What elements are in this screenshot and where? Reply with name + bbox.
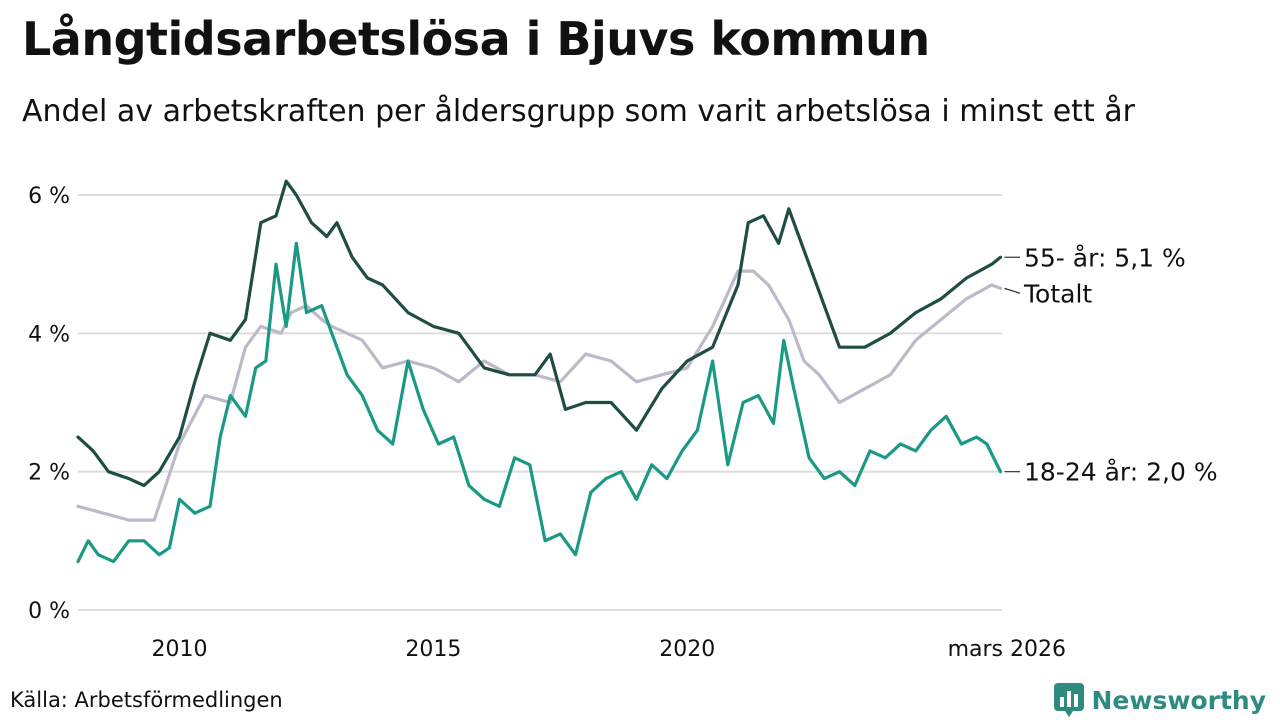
series-line-totalt — [76, 269, 1003, 522]
end-labels: 55- år: 5,1 % Totalt 18-24 år: 2,0 % — [1004, 243, 1218, 487]
series-line-55-r — [76, 179, 1003, 488]
end-label-totalt: Totalt — [1023, 279, 1092, 308]
y-axis-ticks: 0 % 2 % 4 % 6 % — [28, 184, 70, 624]
y-tick-label: 0 % — [28, 599, 70, 624]
series-line-18-24-r — [76, 241, 1003, 564]
y-tick-label: 2 % — [28, 461, 70, 486]
chart-title: Långtidsarbetslösa i Bjuvs kommun — [22, 12, 930, 66]
gridlines — [78, 194, 1002, 611]
brand-name: Newsworthy — [1091, 685, 1267, 715]
newsworthy-logo[interactable]: Newsworthy — [1053, 682, 1267, 718]
bar-chart-icon — [1053, 683, 1084, 717]
y-tick-label: 6 % — [28, 184, 70, 209]
source-note: Källa: Arbetsförmedlingen — [10, 688, 283, 712]
x-tick-label: mars 2026 — [948, 637, 1066, 662]
x-axis-ticks: 2010 2015 2020 mars 2026 — [152, 637, 1066, 662]
chart-subtitle: Andel av arbetskraften per åldersgrupp s… — [22, 94, 1135, 129]
x-tick-label: 2015 — [405, 637, 461, 662]
end-label-55-r: 55- år: 5,1 % — [1024, 243, 1186, 272]
x-tick-label: 2010 — [152, 637, 208, 662]
end-label-leader — [1004, 287, 1021, 294]
y-tick-label: 4 % — [28, 322, 70, 347]
series-lines — [76, 179, 1003, 564]
end-label-18-24-r: 18-24 år: 2,0 % — [1024, 458, 1218, 487]
x-tick-label: 2020 — [659, 637, 715, 662]
